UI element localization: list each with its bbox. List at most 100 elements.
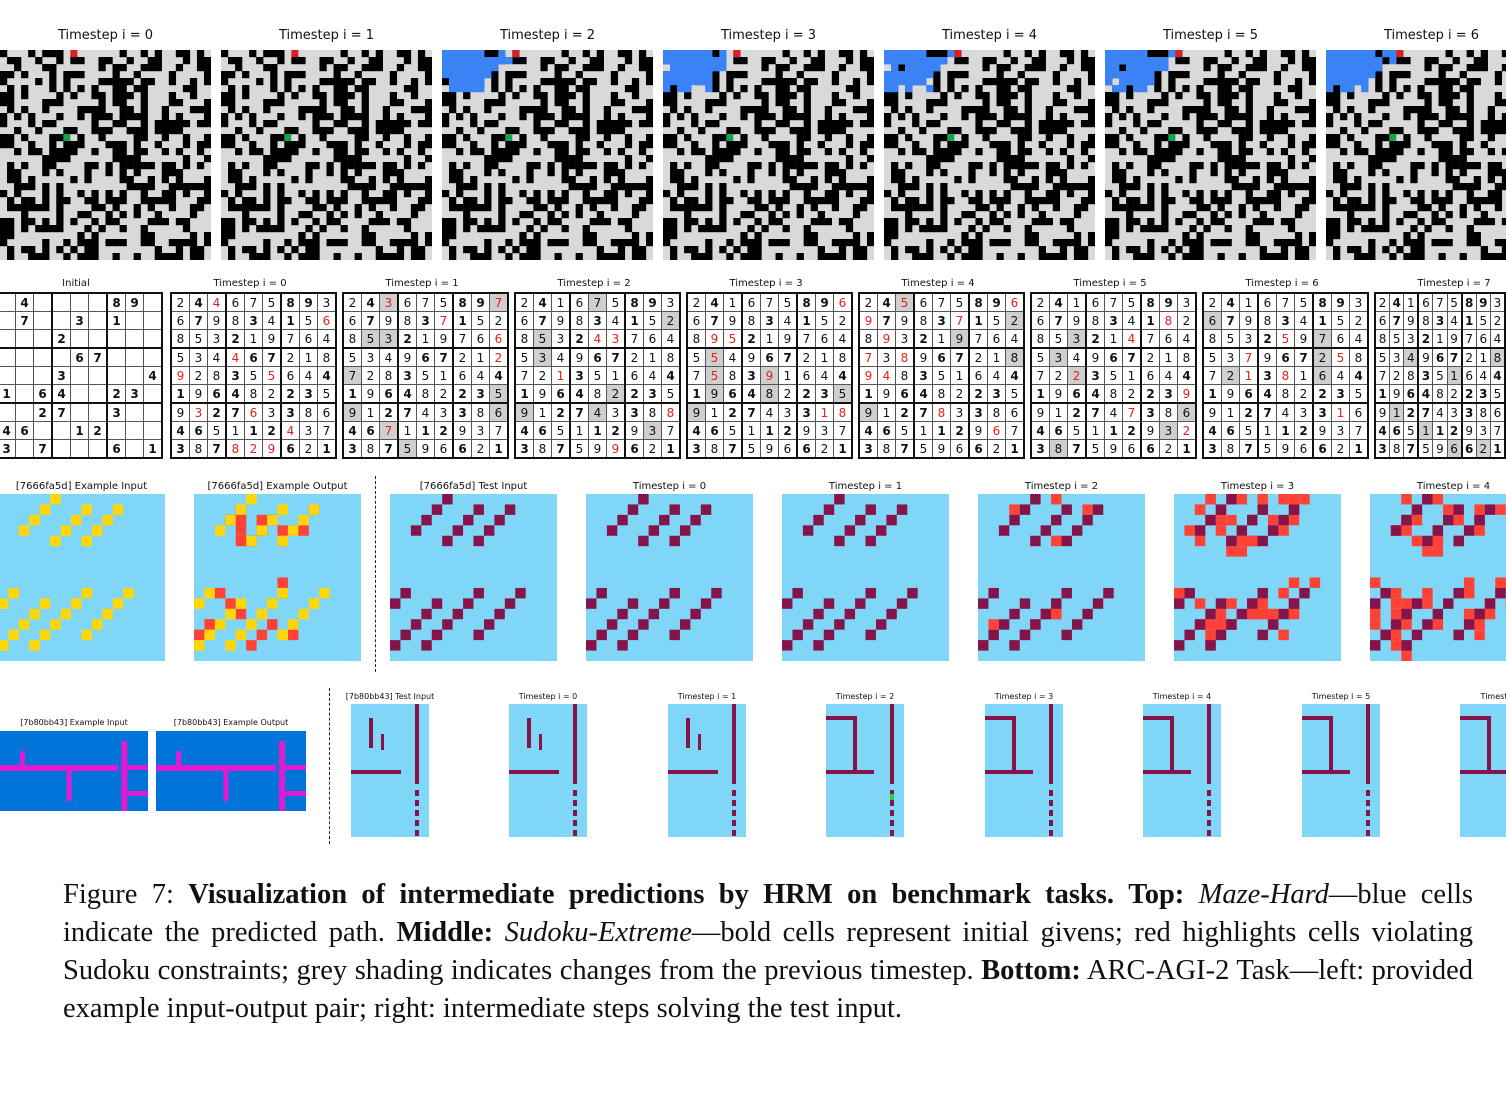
sudoku-cell: 8: [932, 402, 951, 422]
sudoku-cell: 5: [1067, 421, 1087, 440]
sudoku-cell: 3: [1475, 421, 1491, 440]
arc2-grid-2: [351, 704, 429, 837]
sudoku-cell: 1: [1349, 439, 1369, 459]
sudoku-cell: 4: [661, 366, 681, 385]
sudoku-cell: [0, 366, 16, 385]
sudoku-cell: 1: [416, 421, 435, 440]
sudoku-cell: 8: [1349, 347, 1369, 367]
sudoku-cell: [0, 402, 16, 422]
sudoku-cell: 3: [1085, 366, 1105, 385]
sudoku-cell: 8: [1276, 384, 1295, 404]
sudoku-cell: 2: [1049, 366, 1068, 385]
sudoku-cell: 4: [1257, 384, 1277, 404]
sudoku-cell: 3: [1475, 384, 1491, 404]
sudoku-cell: 8: [661, 402, 681, 422]
sudoku-cell: 2: [1312, 347, 1332, 367]
sudoku-cell: 8: [686, 329, 706, 349]
sudoku-cell: 6: [244, 402, 263, 422]
sudoku-cell: [33, 311, 53, 330]
arc2-title-8: Timestep i = 5: [1311, 692, 1371, 701]
sudoku-cell: 1: [932, 329, 951, 349]
arc1-title-1: [7666fa5d] Example Output: [207, 481, 348, 492]
sudoku-cell: 4: [1331, 366, 1350, 385]
sudoku-cell: 3: [1030, 439, 1050, 459]
sudoku-cell: 7: [1403, 439, 1420, 459]
sudoku-cell: 9: [1140, 421, 1160, 440]
sudoku-cell: 1: [1294, 366, 1314, 385]
sudoku-cell: [143, 292, 163, 312]
arc1-title-6: Timestep i = 3: [1220, 481, 1295, 492]
sudoku-cell: 7: [1417, 402, 1434, 422]
sudoku-cell: 7: [1140, 329, 1160, 349]
sudoku-cell: [125, 347, 144, 367]
maze-title-4: Timestep i = 4: [941, 28, 1038, 43]
sudoku-cell: 8: [1159, 402, 1178, 422]
sudoku-title-5: Timestep i = 4: [901, 278, 975, 289]
arc2-grid-4: [668, 704, 746, 837]
sudoku-cell: 3: [1239, 329, 1259, 349]
sudoku-cell: 7: [489, 292, 509, 312]
sudoku-cell: 8: [1104, 384, 1123, 404]
sudoku-cell: 8: [569, 311, 589, 330]
sudoku-cell: 8: [1221, 439, 1240, 459]
sudoku-cell: 7: [723, 439, 743, 459]
sudoku-cell: [33, 366, 53, 385]
sudoku-cell: 5: [1122, 292, 1142, 312]
sudoku-cell: 7: [760, 292, 779, 312]
sudoku-cell: [33, 347, 53, 367]
sudoku-cell: 4: [489, 366, 509, 385]
sudoku-cell: 4: [913, 384, 933, 404]
sudoku-cell: 9: [877, 384, 896, 404]
sudoku-cell: 5: [913, 439, 933, 459]
sudoku-cell: 3: [471, 421, 490, 440]
sudoku-cell: [33, 292, 53, 312]
sudoku-cell: 5: [361, 329, 380, 349]
sudoku-cell: 1: [741, 421, 761, 440]
sudoku-cell: 9: [987, 292, 1006, 312]
sudoku-title-1: Timestep i = 0: [213, 278, 287, 289]
sudoku-cell: 8: [1202, 329, 1222, 349]
arc2-title-9: Timestep: [1480, 692, 1506, 701]
sudoku-cell: 6: [1140, 366, 1160, 385]
sudoku-cell: 8: [106, 292, 126, 312]
sudoku-cell: 1: [317, 439, 337, 459]
sudoku-title-0: Initial: [62, 278, 90, 289]
sudoku-cell: 9: [170, 366, 190, 385]
sudoku-cell: 6: [514, 311, 534, 330]
sudoku-cell: 7: [624, 329, 644, 349]
sudoku-cell: 5: [262, 292, 282, 312]
sudoku-cell: 4: [379, 347, 399, 367]
arc2-title-0: [7b80bb43] Example Input: [20, 718, 128, 727]
sudoku-cell: 5: [397, 439, 417, 459]
sudoku-cell: 5: [833, 384, 853, 404]
sudoku-cell: 3: [471, 384, 490, 404]
sudoku-cell: 8: [895, 347, 915, 367]
sudoku-cell: 9: [1446, 329, 1463, 349]
sudoku-cell: 8: [1257, 311, 1277, 330]
sudoku-cell: 1: [877, 402, 896, 422]
sudoku-cell: 4: [170, 421, 190, 440]
sudoku-cell: 2: [1177, 311, 1197, 330]
sudoku-cell: 4: [1349, 329, 1369, 349]
sudoku-cell: 7: [1239, 439, 1259, 459]
sudoku-cell: 7: [1349, 421, 1369, 440]
sudoku-cell: 7: [1005, 421, 1025, 440]
sudoku-cell: 9: [686, 402, 706, 422]
sudoku-cell: 2: [968, 347, 988, 367]
sudoku-cell: 2: [858, 292, 878, 312]
sudoku-cell: 6: [1104, 347, 1123, 367]
sudoku-cell: 2: [280, 347, 300, 367]
sudoku-cell: 3: [1049, 347, 1068, 367]
sudoku-cell: 9: [1030, 402, 1050, 422]
sudoku-cell: 5: [1239, 421, 1259, 440]
sudoku-cell: 7: [1276, 292, 1295, 312]
sudoku-cell: 5: [778, 292, 798, 312]
sudoku-cell: 3: [361, 347, 380, 367]
sudoku-cell: 7: [317, 421, 337, 440]
sudoku-cell: 6: [877, 421, 896, 440]
sudoku-cell: 9: [416, 439, 435, 459]
sudoku-cell: 7: [950, 347, 970, 367]
sudoku-cell: 6: [686, 311, 706, 330]
sudoku-cell: 4: [189, 292, 208, 312]
